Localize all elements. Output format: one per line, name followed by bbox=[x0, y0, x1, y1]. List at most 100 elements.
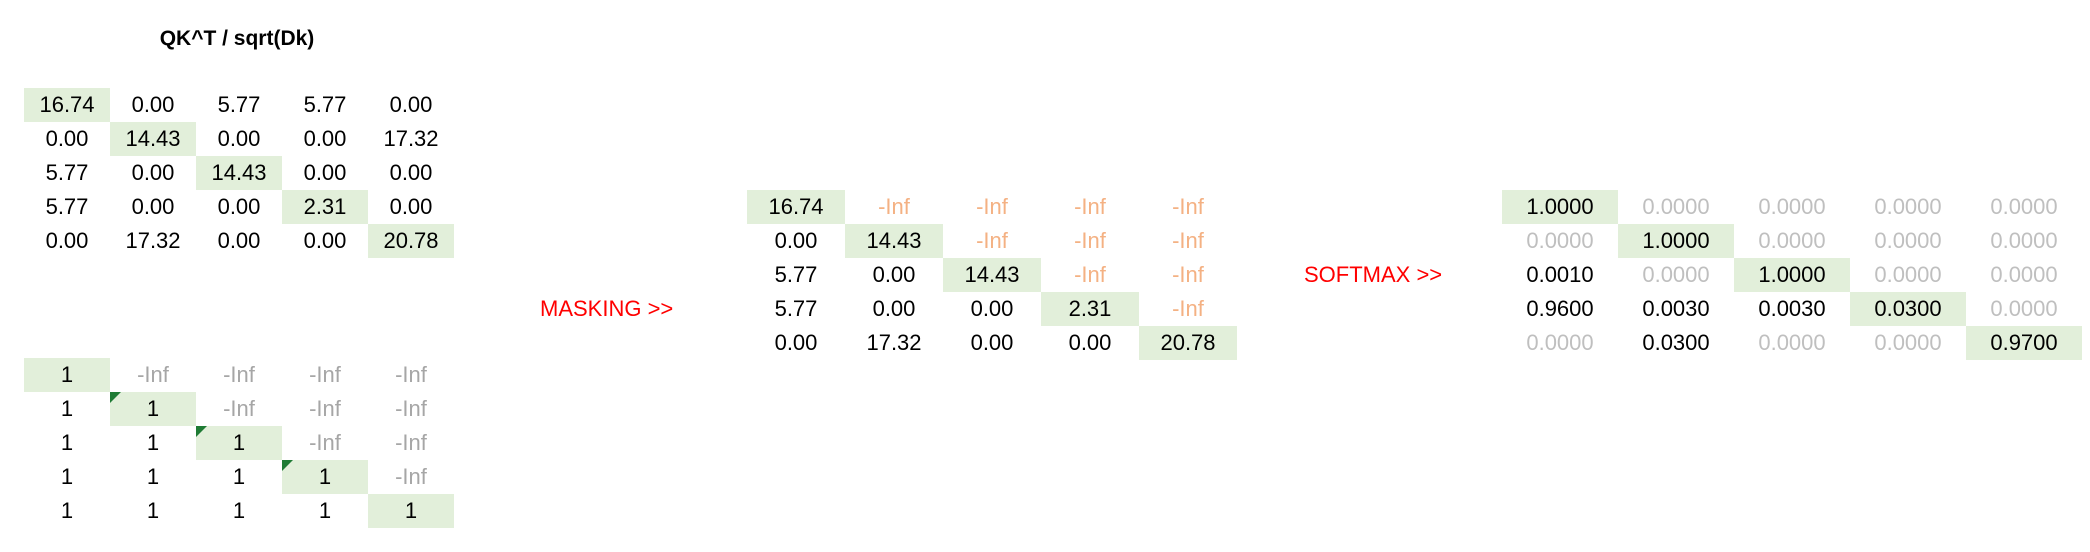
softmax-cell-value: 0.0030 bbox=[1758, 296, 1826, 321]
comment-indicator-icon[interactable] bbox=[282, 460, 293, 471]
softmax-cell: 0.0000 bbox=[1850, 326, 1966, 360]
scores-cell-value: 16.74 bbox=[39, 92, 95, 117]
scores-row: 5.77 0.00 14.43 0.00 0.00 bbox=[24, 156, 454, 190]
mask-cell: 1 bbox=[24, 494, 110, 528]
scores-row: 16.74 0.00 5.77 5.77 0.00 bbox=[24, 88, 454, 122]
scores-cell: 5.77 bbox=[282, 88, 368, 122]
masked-cell-value: -Inf bbox=[1172, 228, 1204, 253]
mask-cell: -Inf bbox=[196, 392, 282, 426]
comment-indicator-icon[interactable] bbox=[110, 392, 121, 403]
scores-cell-value: 5.77 bbox=[217, 92, 261, 117]
mask-cell-value: -Inf bbox=[223, 362, 255, 387]
scores-cell: 0.00 bbox=[110, 88, 196, 122]
masked-cell: 0.00 bbox=[1041, 326, 1139, 360]
masked-cell: 0.00 bbox=[845, 258, 943, 292]
softmax-cell-value: 0.0000 bbox=[1874, 330, 1942, 355]
softmax-cell: 0.0000 bbox=[1966, 258, 2082, 292]
softmax-cell: 0.0000 bbox=[1966, 224, 2082, 258]
mask-cell-value: 1 bbox=[146, 464, 160, 489]
mask-cell-value: -Inf bbox=[309, 396, 341, 421]
softmax-cell: 0.0000 bbox=[1734, 190, 1850, 224]
masked-cell: 0.00 bbox=[943, 326, 1041, 360]
mask-cell: 1 bbox=[196, 426, 282, 460]
masked-cell: 14.43 bbox=[943, 258, 1041, 292]
scores-cell-value: 0.00 bbox=[45, 126, 89, 151]
softmax-cell: 1.0000 bbox=[1618, 224, 1734, 258]
scores-cell-value: 0.00 bbox=[131, 160, 175, 185]
mask-cell: 1 bbox=[24, 460, 110, 494]
softmax-cell-value: 1.0000 bbox=[1642, 228, 1710, 253]
masked-cell-value: 20.78 bbox=[1160, 330, 1216, 355]
masked-cell: -Inf bbox=[1139, 292, 1237, 326]
mask-cell-value: 1 bbox=[146, 396, 160, 421]
scores-cell: 0.00 bbox=[368, 190, 454, 224]
mask-cell-value: 1 bbox=[318, 464, 332, 489]
mask-cell: -Inf bbox=[282, 392, 368, 426]
masked-row: 0.00 14.43 -Inf -Inf -Inf bbox=[747, 224, 1237, 258]
mask-cell-value: -Inf bbox=[395, 430, 427, 455]
masked-cell: 20.78 bbox=[1139, 326, 1237, 360]
masked-row: 0.00 17.32 0.00 0.00 20.78 bbox=[747, 326, 1237, 360]
softmax-cell-value: 0.0000 bbox=[1990, 296, 2058, 321]
mask-cell: 1 bbox=[282, 460, 368, 494]
scores-cell: 20.78 bbox=[368, 224, 454, 258]
mask-cell: 1 bbox=[110, 426, 196, 460]
softmax-cell: 0.0000 bbox=[1850, 258, 1966, 292]
mask-cell-value: -Inf bbox=[395, 464, 427, 489]
masked-cell-value: 0.00 bbox=[872, 296, 916, 321]
scores-cell-value: 5.77 bbox=[303, 92, 347, 117]
mask-cell: 1 bbox=[282, 494, 368, 528]
masked-cell: 14.43 bbox=[845, 224, 943, 258]
softmax-cell-value: 0.0000 bbox=[1758, 228, 1826, 253]
scores-cell-value: 0.00 bbox=[389, 194, 433, 219]
mask-cell-value: 1 bbox=[232, 430, 246, 455]
scores-cell-value: 0.00 bbox=[217, 194, 261, 219]
scores-cell-value: 0.00 bbox=[217, 228, 261, 253]
mask-cell: 1 bbox=[110, 494, 196, 528]
softmax-cell: 0.0300 bbox=[1850, 292, 1966, 326]
mask-cell-value: 1 bbox=[146, 498, 160, 523]
mask-cell: -Inf bbox=[196, 358, 282, 392]
mask-cell-value: -Inf bbox=[223, 396, 255, 421]
softmax-cell: 1.0000 bbox=[1734, 258, 1850, 292]
mask-cell: 1 bbox=[196, 494, 282, 528]
scores-cell-value: 5.77 bbox=[45, 194, 89, 219]
scores-row: 0.00 14.43 0.00 0.00 17.32 bbox=[24, 122, 454, 156]
scores-cell: 2.31 bbox=[282, 190, 368, 224]
scores-cell-value: 20.78 bbox=[383, 228, 439, 253]
softmax-cell-value: 0.0000 bbox=[1526, 228, 1594, 253]
mask-cell: 1 bbox=[24, 426, 110, 460]
masked-cell: -Inf bbox=[1041, 258, 1139, 292]
mask-cell-value: 1 bbox=[232, 464, 246, 489]
scores-cell: 0.00 bbox=[368, 156, 454, 190]
scores-cell: 0.00 bbox=[110, 190, 196, 224]
softmax-cell: 0.0300 bbox=[1618, 326, 1734, 360]
softmax-cell-value: 0.0300 bbox=[1874, 296, 1942, 321]
mask-row: 1 -Inf -Inf -Inf -Inf bbox=[24, 358, 454, 392]
scores-cell: 14.43 bbox=[110, 122, 196, 156]
scores-cell: 17.32 bbox=[110, 224, 196, 258]
softmax-cell-value: 0.0000 bbox=[1874, 262, 1942, 287]
mask-cell-value: -Inf bbox=[309, 362, 341, 387]
masked-cell-value: 2.31 bbox=[1068, 296, 1112, 321]
scores-row: 5.77 0.00 0.00 2.31 0.00 bbox=[24, 190, 454, 224]
mask-cell-value: 1 bbox=[60, 430, 74, 455]
softmax-cell-value: 0.0000 bbox=[1758, 194, 1826, 219]
scores-cell: 5.77 bbox=[24, 156, 110, 190]
scores-cell-value: 0.00 bbox=[389, 160, 433, 185]
mask-cell: 1 bbox=[196, 460, 282, 494]
comment-indicator-icon[interactable] bbox=[196, 426, 207, 437]
scores-cell-value: 0.00 bbox=[303, 160, 347, 185]
softmax-cell-value: 0.0000 bbox=[1758, 330, 1826, 355]
softmax-cell-value: 1.0000 bbox=[1526, 194, 1594, 219]
mask-cell-value: -Inf bbox=[395, 396, 427, 421]
scores-cell: 16.74 bbox=[24, 88, 110, 122]
masked-matrix: 16.74 -Inf -Inf -Inf -Inf 0.00 14.43 -Inf -Inf -I… bbox=[747, 190, 1237, 360]
scores-cell: 5.77 bbox=[24, 190, 110, 224]
scores-cell: 0.00 bbox=[24, 122, 110, 156]
mask-cell-value: -Inf bbox=[395, 362, 427, 387]
mask-cell-value: 1 bbox=[318, 498, 332, 523]
mask-cell-value: 1 bbox=[60, 464, 74, 489]
softmax-cell-value: 0.0000 bbox=[1874, 228, 1942, 253]
scores-cell-value: 0.00 bbox=[131, 92, 175, 117]
